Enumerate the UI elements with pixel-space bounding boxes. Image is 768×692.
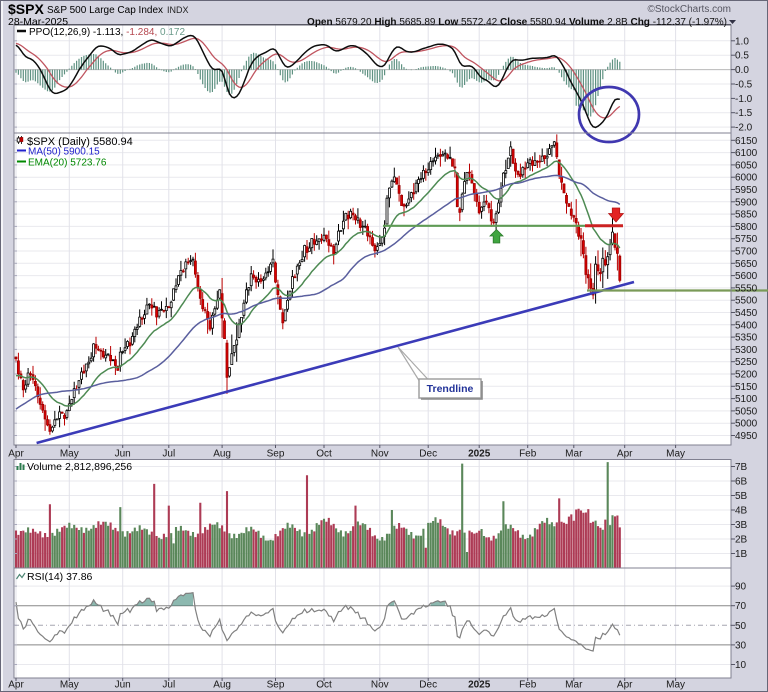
svg-text:Apr: Apr	[617, 449, 633, 460]
svg-text:0.0: 0.0	[735, 65, 749, 76]
svg-text:5000: 5000	[735, 419, 758, 430]
svg-text:-1.5: -1.5	[735, 108, 753, 119]
svg-text:5250: 5250	[735, 357, 758, 368]
svg-text:Feb: Feb	[519, 449, 537, 460]
svg-text:5450: 5450	[735, 308, 758, 319]
svg-text:0.5: 0.5	[735, 51, 749, 62]
svg-text:Mar: Mar	[565, 449, 583, 460]
svg-text:7B: 7B	[735, 462, 748, 473]
svg-text:70: 70	[735, 601, 747, 612]
svg-text:Apr: Apr	[8, 449, 24, 460]
svg-text:2025: 2025	[468, 680, 491, 691]
svg-text:MA(50) 5900.15: MA(50) 5900.15	[28, 147, 100, 158]
svg-text:5400: 5400	[735, 320, 758, 331]
svg-text:5500: 5500	[735, 296, 758, 307]
svg-text:Jun: Jun	[115, 449, 131, 460]
svg-text:Dec: Dec	[419, 449, 437, 460]
svg-text:5050: 5050	[735, 406, 758, 417]
svg-text:5650: 5650	[735, 259, 758, 270]
svg-text:5750: 5750	[735, 234, 758, 245]
svg-text:RSI(14) 37.86: RSI(14) 37.86	[27, 571, 93, 583]
svg-text:Volume 2,812,896,256: Volume 2,812,896,256	[27, 461, 132, 473]
svg-text:5600: 5600	[735, 271, 758, 282]
svg-text:50: 50	[735, 621, 747, 632]
svg-text:5900: 5900	[735, 197, 758, 208]
svg-text:-2.0: -2.0	[735, 123, 753, 134]
svg-text:2025: 2025	[468, 449, 491, 460]
svg-text:Mar: Mar	[565, 680, 583, 691]
svg-text:2B: 2B	[735, 535, 748, 546]
svg-text:S&P 500 Large Cap Index: S&P 500 Large Cap Index	[47, 5, 163, 16]
svg-text:May: May	[60, 449, 79, 460]
svg-text:Nov: Nov	[371, 449, 389, 460]
svg-text:Apr: Apr	[8, 680, 24, 691]
svg-text:Aug: Aug	[213, 449, 231, 460]
svg-text:Feb: Feb	[519, 680, 537, 691]
svg-text:Dec: Dec	[419, 680, 437, 691]
svg-text:6100: 6100	[735, 148, 758, 159]
svg-text:Sep: Sep	[267, 449, 285, 460]
svg-text:5800: 5800	[735, 222, 758, 233]
svg-text:-1.0: -1.0	[735, 94, 753, 105]
svg-text:6150: 6150	[735, 136, 758, 147]
svg-text:May: May	[666, 680, 685, 691]
svg-text:Sep: Sep	[267, 680, 285, 691]
svg-text:Nov: Nov	[371, 680, 389, 691]
svg-text:Open 5679.20 High 5685.89 Low: Open 5679.20 High 5685.89 Low 5572.42 Cl…	[307, 17, 727, 28]
svg-text:5700: 5700	[735, 247, 758, 258]
svg-text:Apr: Apr	[617, 680, 633, 691]
svg-text:Oct: Oct	[316, 449, 332, 460]
svg-text:5550: 5550	[735, 283, 758, 294]
svg-text:1B: 1B	[735, 549, 748, 560]
svg-text:Jun: Jun	[115, 680, 131, 691]
svg-text:3B: 3B	[735, 520, 748, 531]
svg-text:May: May	[60, 680, 79, 691]
svg-text:5300: 5300	[735, 345, 758, 356]
svg-text:1.0: 1.0	[735, 36, 749, 47]
svg-text:4950: 4950	[735, 431, 758, 442]
svg-text:May: May	[666, 449, 685, 460]
svg-text:6B: 6B	[735, 477, 748, 488]
svg-text:5850: 5850	[735, 210, 758, 221]
svg-text:6000: 6000	[735, 173, 758, 184]
svg-text:5950: 5950	[735, 185, 758, 196]
svg-text:28-Mar-2025: 28-Mar-2025	[8, 16, 68, 28]
svg-text:90: 90	[735, 582, 747, 593]
svg-text:©StockCharts.com: ©StockCharts.com	[647, 4, 731, 15]
svg-text:$SPX (Daily) 5580.94: $SPX (Daily) 5580.94	[27, 136, 133, 148]
svg-text:Jul: Jul	[162, 449, 175, 460]
svg-text:4B: 4B	[735, 506, 748, 517]
svg-text:6050: 6050	[735, 160, 758, 171]
svg-text:EMA(20) 5723.76: EMA(20) 5723.76	[28, 158, 107, 169]
svg-text:30: 30	[735, 640, 747, 651]
svg-text:5100: 5100	[735, 394, 758, 405]
svg-text:INDX: INDX	[167, 5, 189, 15]
svg-text:10: 10	[735, 660, 747, 671]
svg-text:-0.5: -0.5	[735, 80, 753, 91]
svg-text:Aug: Aug	[213, 680, 231, 691]
svg-text:5200: 5200	[735, 370, 758, 381]
svg-text:Trendline: Trendline	[427, 383, 474, 395]
svg-text:5350: 5350	[735, 333, 758, 344]
svg-text:PPO(12,26,9) -1.113, -1.284, 0: PPO(12,26,9) -1.113, -1.284, 0.172	[29, 27, 185, 38]
svg-text:5150: 5150	[735, 382, 758, 393]
svg-text:$SPX: $SPX	[8, 1, 44, 17]
svg-text:Oct: Oct	[316, 680, 332, 691]
svg-text:5B: 5B	[735, 491, 748, 502]
svg-text:Jul: Jul	[162, 680, 175, 691]
